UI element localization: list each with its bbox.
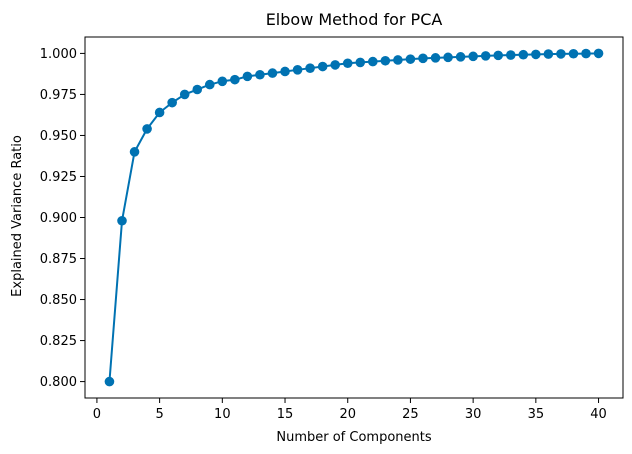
- data-point: [204, 79, 215, 90]
- x-tick-label: 40: [590, 407, 607, 422]
- x-tick-label: 25: [402, 407, 419, 422]
- data-point: [255, 69, 265, 80]
- data-point: [393, 55, 403, 65]
- data-point: [593, 48, 604, 59]
- data-point: [505, 50, 516, 60]
- data-point: [556, 49, 566, 59]
- data-point: [330, 60, 340, 70]
- x-tick-label: 35: [528, 407, 545, 422]
- y-tick-label: 1.000: [40, 47, 77, 62]
- data-point: [405, 54, 416, 64]
- data-point: [117, 215, 127, 226]
- data-point: [104, 376, 115, 387]
- data-point: [154, 107, 165, 118]
- data-point: [468, 51, 478, 62]
- data-point: [430, 53, 441, 63]
- y-tick-label: 0.925: [40, 170, 77, 185]
- data-point: [129, 147, 140, 157]
- series-line: [108, 52, 600, 383]
- data-point: [230, 74, 240, 85]
- y-tick-label: 0.950: [40, 129, 77, 144]
- x-tick-label: 10: [214, 407, 231, 422]
- data-point: [480, 51, 491, 61]
- data-point: [305, 63, 315, 73]
- data-point: [142, 124, 152, 134]
- data-point: [192, 84, 203, 95]
- data-point: [317, 61, 328, 72]
- y-axis-label: Explained Variance Ratio: [10, 135, 25, 297]
- y-tick-label: 0.900: [40, 211, 77, 226]
- data-point: [267, 68, 278, 78]
- plot-area: [104, 48, 604, 387]
- data-point: [368, 56, 378, 67]
- data-point: [167, 97, 177, 108]
- data-point: [568, 48, 579, 59]
- data-point: [518, 49, 529, 60]
- data-point: [380, 55, 391, 66]
- x-tick-label: 0: [93, 407, 101, 422]
- data-point: [581, 48, 591, 59]
- data-point: [179, 89, 190, 100]
- y-tick-label: 0.875: [40, 252, 77, 267]
- x-tick-label: 15: [277, 407, 294, 422]
- data-point: [493, 50, 504, 61]
- data-point: [543, 49, 554, 59]
- y-tick-label: 0.825: [40, 334, 77, 349]
- data-point: [217, 76, 228, 87]
- data-point: [355, 57, 366, 68]
- y-tick-label: 0.975: [40, 88, 77, 103]
- data-point: [531, 49, 541, 60]
- data-point: [242, 71, 253, 82]
- data-point: [342, 58, 353, 69]
- x-tick-label: 5: [155, 407, 163, 422]
- data-point: [443, 52, 453, 63]
- data-point: [292, 65, 303, 75]
- x-tick-label: 20: [339, 407, 356, 422]
- data-point: [280, 66, 290, 77]
- chart-title: Elbow Method for PCA: [266, 10, 443, 29]
- y-tick-label: 0.800: [40, 375, 77, 390]
- y-tick-label: 0.850: [40, 293, 77, 308]
- plot-frame: [84, 36, 624, 399]
- x-axis-label: Number of Components: [276, 430, 431, 445]
- data-point: [418, 53, 428, 64]
- x-tick-label: 30: [465, 407, 482, 422]
- data-point: [455, 52, 466, 62]
- axis-ticks: 0 5 10 15 20 25 30 35 40 0.800 0.825 0.850 0.875 0.90…: [40, 47, 607, 422]
